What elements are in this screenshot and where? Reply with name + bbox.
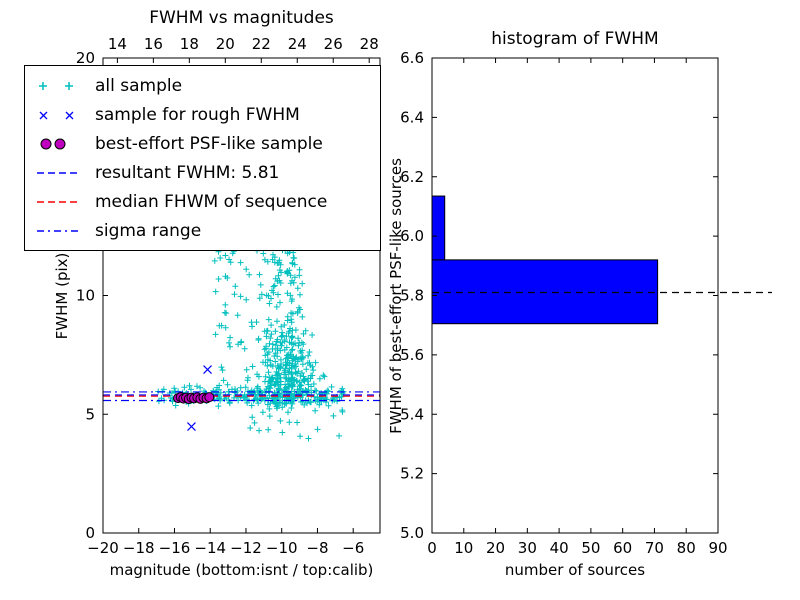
left-chart-xlabel: magnitude (bottom:isnt / top:calib) <box>109 561 374 579</box>
tick-label: 5.4 <box>400 405 424 423</box>
legend-item-resultant-fwhm: resultant FWHM: 5.81 <box>25 158 380 187</box>
legend-label: best-effort PSF-like sample <box>95 133 323 154</box>
tick-label: 5.6 <box>400 346 424 364</box>
tick-label: 20 <box>216 35 235 53</box>
tick-label: 20 <box>76 49 95 67</box>
blue-dashed-line-icon <box>25 163 95 183</box>
tick-label: −6 <box>342 539 364 557</box>
tick-label: 16 <box>144 35 163 53</box>
right-axes: 0 10 20 30 40 50 60 70 80 90 5.0 5.2 5.4 5.6 5.8 6.0 6.2… <box>400 49 727 557</box>
tick-label: 5.2 <box>400 465 424 483</box>
tick-label: 30 <box>518 539 537 557</box>
tick-label: 5 <box>85 405 95 423</box>
blue-dashdot-line-icon <box>25 221 95 241</box>
tick-label: −14 <box>194 539 226 557</box>
tick-label: 80 <box>677 539 696 557</box>
tick-label: 0 <box>85 524 95 542</box>
tick-label: 5.0 <box>400 524 424 542</box>
rough-fwhm-sample-markers <box>187 365 212 432</box>
circle-marker-icon <box>25 134 95 154</box>
reference-lines <box>103 391 380 402</box>
tick-label: 6.4 <box>400 108 424 126</box>
legend-label: sample for rough FWHM <box>95 104 300 125</box>
tick-label: −20 <box>87 539 119 557</box>
tick-label: 0 <box>427 539 437 557</box>
legend-label: sigma range <box>95 220 202 241</box>
tick-label: 18 <box>180 35 199 53</box>
tick-label: −12 <box>230 539 262 557</box>
tick-label: 10 <box>454 539 473 557</box>
tick-label: 90 <box>708 539 727 557</box>
tick-label: 20 <box>486 539 505 557</box>
tick-label: 28 <box>360 35 379 53</box>
left-chart-title: FWHM vs magnitudes <box>149 8 334 28</box>
tick-label: 6.0 <box>400 227 424 245</box>
tick-label: 60 <box>613 539 632 557</box>
right-chart-title: histogram of FWHM <box>491 29 659 49</box>
legend-item-all-sample: all sample <box>25 71 380 100</box>
legend-item-median-fwhm: median FHWM of sequence <box>25 187 380 216</box>
right-chart-xlabel: number of sources <box>504 561 646 579</box>
fwhm-histogram-bars <box>431 195 659 325</box>
legend-label: median FHWM of sequence <box>95 191 328 212</box>
left-chart-ylabel: FWHM (pix) <box>53 252 71 340</box>
tick-label: 70 <box>645 539 664 557</box>
red-dashed-line-icon <box>25 192 95 212</box>
plus-marker-icon <box>25 76 95 96</box>
legend-label: all sample <box>95 75 183 96</box>
tick-label: 6.6 <box>400 49 424 67</box>
left-axes: −20 −18 −16 −14 −12 −10 −8 −6 14 16 18 20 22 24 26 28 0 5… <box>76 35 381 557</box>
legend-item-rough-fwhm-sample: sample for rough FWHM <box>25 100 380 129</box>
tick-label: −16 <box>159 539 191 557</box>
legend-item-psf-sample: best-effort PSF-like sample <box>25 129 380 158</box>
tick-label: 24 <box>288 35 307 53</box>
legend: all sample sample for rough FWHM best-ef… <box>24 65 381 251</box>
tick-label: 22 <box>252 35 271 53</box>
right-chart-ylabel: FWHM of best-effort PSF-like sources <box>387 158 405 434</box>
psf-sample-markers <box>173 392 215 405</box>
tick-label: 40 <box>550 539 569 557</box>
tick-label: 10 <box>76 287 95 305</box>
x-marker-icon <box>25 105 95 125</box>
tick-label: −8 <box>306 539 328 557</box>
tick-label: 6.2 <box>400 168 424 186</box>
tick-label: 50 <box>581 539 600 557</box>
all-sample-scatter <box>155 69 347 442</box>
tick-label: 26 <box>324 35 343 53</box>
tick-label: −18 <box>123 539 155 557</box>
tick-label: 5.8 <box>400 287 424 305</box>
legend-item-sigma-range: sigma range <box>25 216 380 245</box>
tick-label: −10 <box>266 539 298 557</box>
tick-label: 14 <box>108 35 127 53</box>
legend-label: resultant FWHM: 5.81 <box>95 162 280 183</box>
